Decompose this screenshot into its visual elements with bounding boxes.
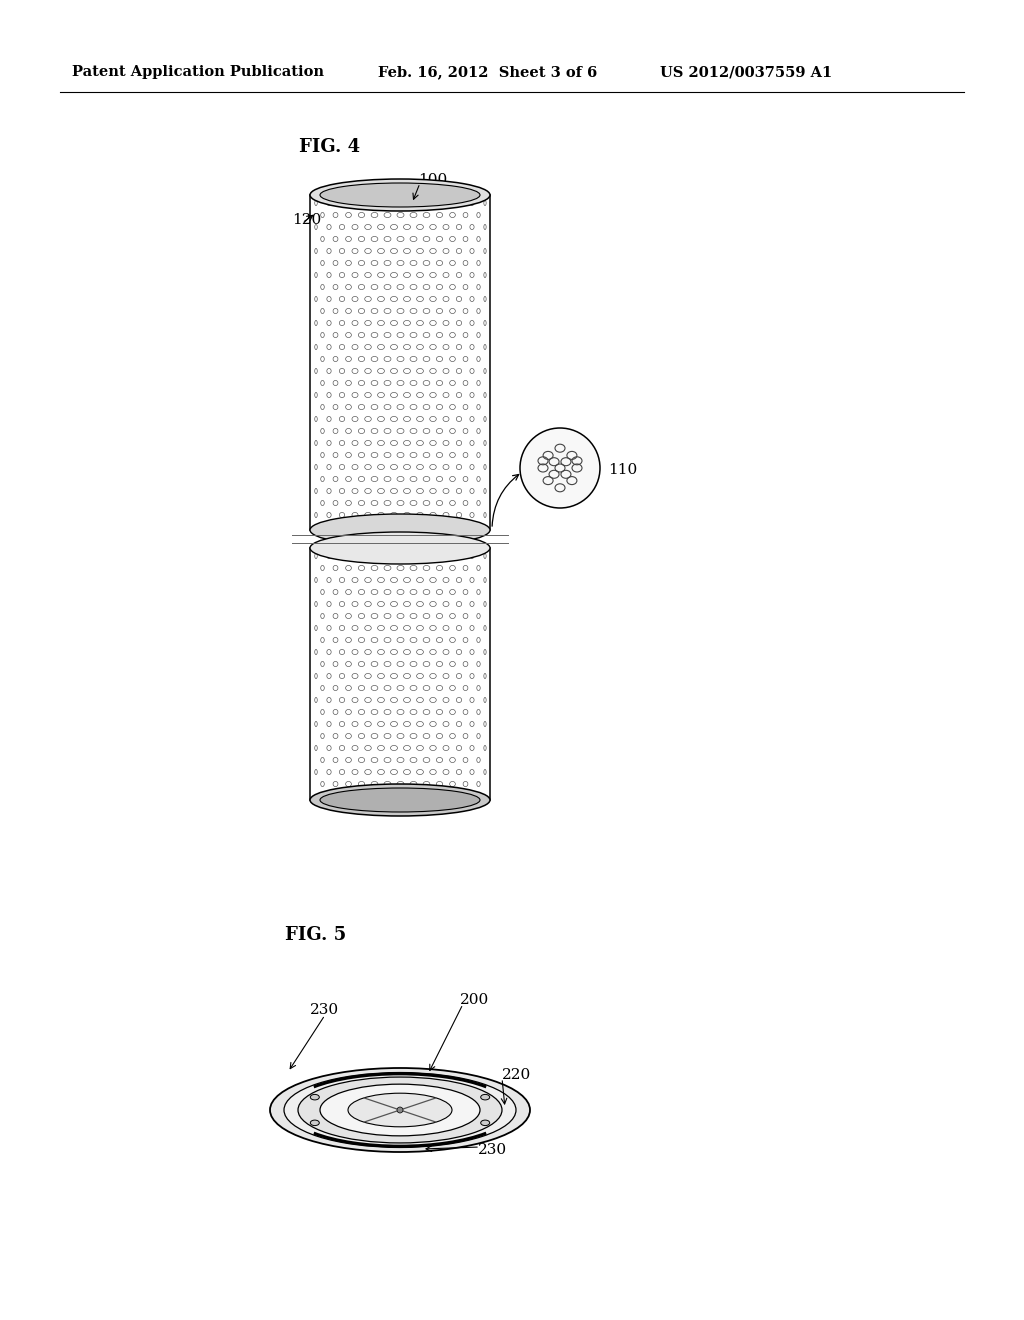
- Ellipse shape: [310, 532, 490, 564]
- Ellipse shape: [284, 1073, 516, 1147]
- Text: 200: 200: [460, 993, 489, 1007]
- Ellipse shape: [298, 1077, 502, 1143]
- Ellipse shape: [319, 788, 480, 812]
- Ellipse shape: [310, 180, 490, 211]
- Text: 220: 220: [502, 1068, 531, 1082]
- Circle shape: [520, 428, 600, 508]
- Ellipse shape: [319, 183, 480, 207]
- Ellipse shape: [310, 1121, 319, 1126]
- Text: Patent Application Publication: Patent Application Publication: [72, 65, 324, 79]
- Ellipse shape: [310, 1094, 319, 1100]
- Circle shape: [397, 1107, 403, 1113]
- Text: FIG. 4: FIG. 4: [299, 139, 360, 156]
- Ellipse shape: [310, 784, 490, 816]
- Text: 120: 120: [292, 213, 322, 227]
- Text: 100: 100: [418, 173, 447, 187]
- Text: Feb. 16, 2012  Sheet 3 of 6: Feb. 16, 2012 Sheet 3 of 6: [378, 65, 597, 79]
- Polygon shape: [310, 195, 490, 531]
- Ellipse shape: [480, 1121, 489, 1126]
- Ellipse shape: [480, 1094, 489, 1100]
- Text: 230: 230: [310, 1003, 339, 1016]
- Text: 230: 230: [478, 1143, 507, 1158]
- Ellipse shape: [270, 1068, 530, 1152]
- Text: FIG. 5: FIG. 5: [285, 927, 346, 944]
- Ellipse shape: [310, 513, 490, 546]
- Ellipse shape: [348, 1093, 452, 1127]
- Text: 110: 110: [608, 463, 637, 477]
- Ellipse shape: [319, 1084, 480, 1135]
- Polygon shape: [310, 548, 490, 800]
- Text: US 2012/0037559 A1: US 2012/0037559 A1: [660, 65, 833, 79]
